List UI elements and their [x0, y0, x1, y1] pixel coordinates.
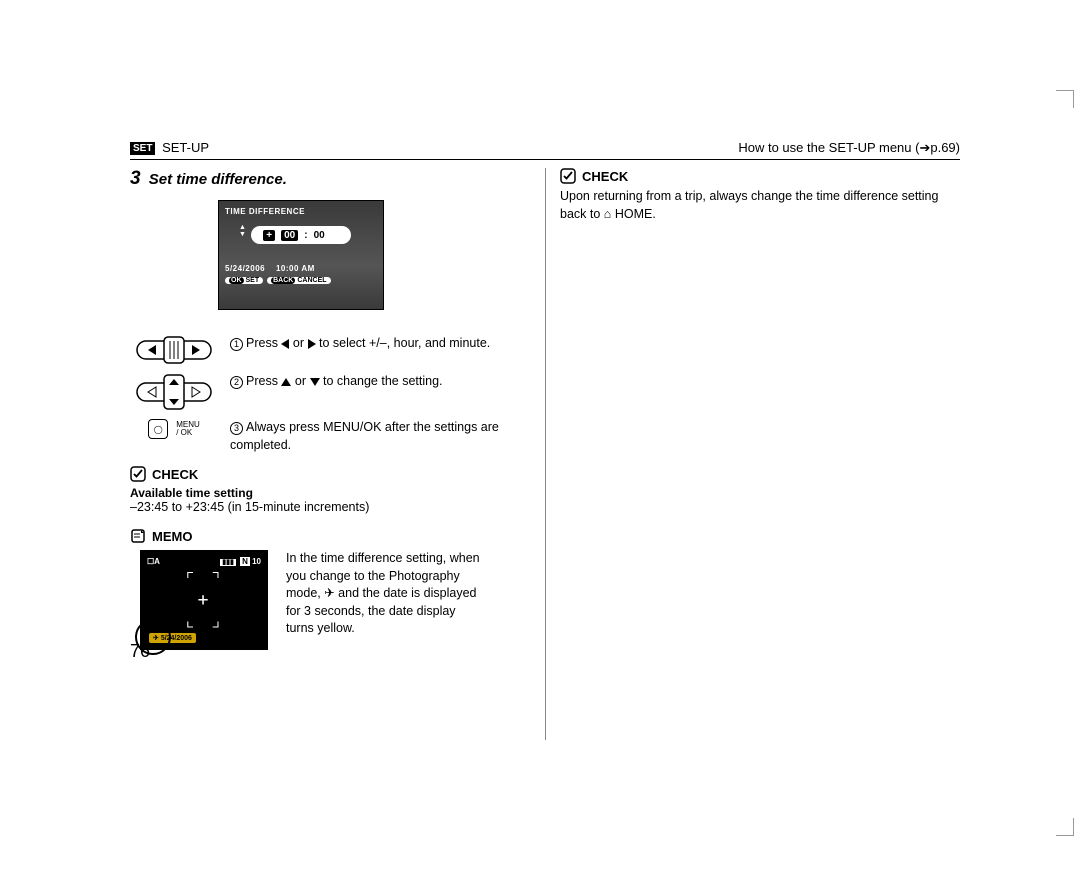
lcd-minutes: 00 — [314, 230, 325, 241]
step-circle-1: 1 — [230, 338, 243, 351]
lcd-hours: 00 — [281, 230, 298, 241]
instruction-1: 1Press or to select +/–, hour, and minut… — [130, 335, 530, 365]
right-arrow-icon — [308, 339, 316, 349]
dpad-left-right-icon — [130, 335, 218, 365]
check2-body: Upon returning from a trip, always chang… — [560, 188, 960, 223]
memo-icon — [130, 528, 146, 544]
lcd-updown-arrows: ▲▼ — [239, 224, 246, 238]
header-right: How to use the SET-UP menu (➔p.69) — [738, 140, 960, 156]
step-circle-2: 2 — [230, 376, 243, 389]
lcd-sep: : — [304, 230, 307, 241]
left-column: 3 Set time difference. TIME DIFFERENCE ▲… — [130, 168, 530, 650]
lcd-time-pill: ▲▼ + 00 : 00 — [251, 226, 351, 244]
lcd-datetime: 5/24/2006 10:00 AM — [225, 264, 377, 273]
up-arrow-icon — [281, 378, 291, 386]
memo-heading: MEMO — [130, 528, 530, 544]
dpad-up-down-icon — [130, 373, 218, 411]
memo-text: In the time difference setting, when you… — [286, 550, 486, 638]
setup-badge: SET — [130, 142, 155, 155]
memo-row: ☐A ▮▮▮ N 10 ⌜ ⌝ +⌞ ⌟ ✈ 5/24/2006 In the … — [130, 550, 530, 650]
lcd-sign: + — [263, 230, 275, 241]
check-icon — [560, 168, 576, 184]
check1-body: –23:45 to +23:45 (in 15-minute increment… — [130, 500, 530, 514]
step-circle-3: 3 — [230, 422, 243, 435]
instruction-2: 2Press or to change the setting. — [130, 373, 530, 411]
crop-mark-tr — [1056, 90, 1074, 108]
column-divider — [545, 168, 546, 740]
manual-page: SET SET-UP How to use the SET-UP menu (➔… — [130, 140, 960, 760]
step-number: 3 — [130, 168, 141, 189]
down-arrow-icon — [310, 378, 320, 386]
page-header: SET SET-UP How to use the SET-UP menu (➔… — [130, 140, 960, 160]
camera-lcd: TIME DIFFERENCE ▲▼ + 00 : 00 5/24/2006 1… — [218, 200, 384, 310]
check-heading-2: CHECK — [560, 168, 960, 184]
check1-subhead: Available time setting — [130, 486, 530, 500]
step-heading: Set time difference. — [149, 171, 287, 188]
check-icon — [130, 466, 146, 482]
check-heading-1: CHECK — [130, 466, 530, 482]
page-number: 76 — [130, 641, 150, 662]
lcd-title: TIME DIFFERENCE — [225, 207, 377, 216]
right-column: CHECK Upon returning from a trip, always… — [560, 168, 960, 650]
crop-mark-br — [1056, 818, 1074, 836]
memo-lcd: ☐A ▮▮▮ N 10 ⌜ ⌝ +⌞ ⌟ ✈ 5/24/2006 — [140, 550, 268, 650]
setup-label: SET-UP — [162, 140, 209, 155]
lcd-button-hints: OKSET BACKCANCEL — [225, 277, 377, 284]
focus-brackets-icon: ⌜ ⌝ +⌞ ⌟ — [185, 569, 224, 632]
step-title: 3 Set time difference. — [130, 168, 530, 190]
header-left: SET SET-UP — [130, 140, 209, 156]
instruction-3: ◯ MENU / OK 3Always press MENU/OK after … — [130, 419, 530, 454]
menu-ok-icon: ◯ MENU / OK — [130, 419, 218, 439]
